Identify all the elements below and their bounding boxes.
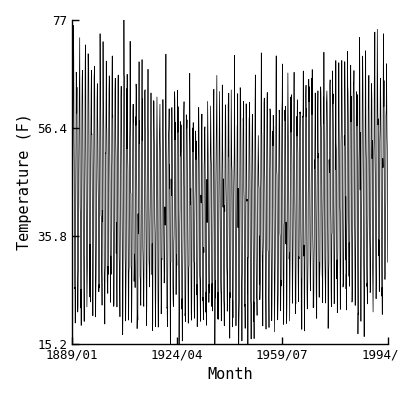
X-axis label: Month: Month: [207, 368, 253, 382]
Y-axis label: Temperature (F): Temperature (F): [16, 114, 32, 250]
